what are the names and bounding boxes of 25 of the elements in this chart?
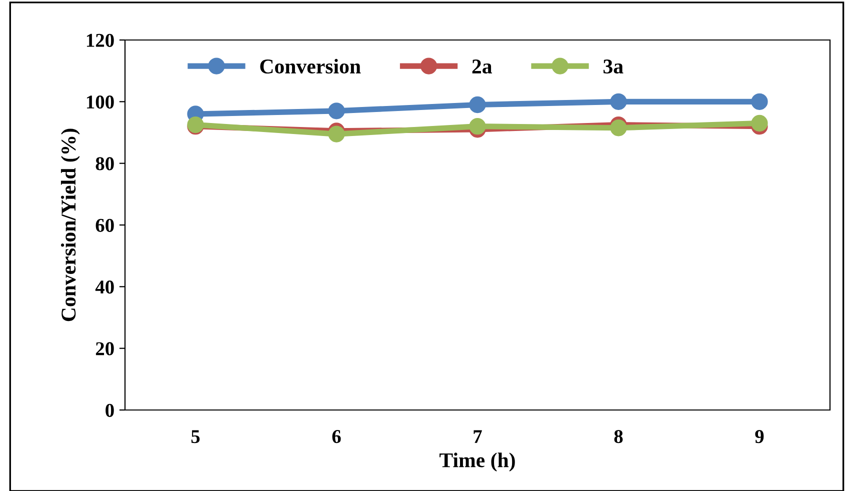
y-tick-label: 80 — [96, 157, 114, 170]
y-tick-label: 40 — [95, 280, 114, 294]
legend-label: 2a — [472, 60, 492, 74]
x-tick-label: 5 — [191, 430, 200, 444]
point — [610, 120, 627, 136]
point — [610, 93, 627, 110]
y-tick-label: 120 — [86, 34, 114, 47]
point — [469, 96, 486, 114]
x-tick-label: 8 — [614, 430, 623, 444]
point — [751, 114, 768, 132]
x-tick-label: 6 — [332, 430, 341, 444]
point — [469, 118, 486, 135]
x-tick-label: 9 — [755, 430, 764, 444]
point — [751, 93, 768, 110]
y-tick-label: 100 — [86, 95, 114, 109]
y-tick-label: 0 — [106, 404, 114, 417]
point — [328, 126, 345, 142]
y-tick-label: 20 — [96, 342, 114, 356]
point — [328, 102, 345, 120]
y-axis-title: Conversion/Yield (%) — [60, 128, 80, 322]
legend-label: 3a — [604, 60, 624, 74]
x-tick-label: 7 — [474, 430, 482, 443]
y-tick-label: 60 — [96, 218, 114, 232]
x-axis-title: Time (h) — [440, 452, 515, 472]
legend-label: Conversion — [260, 58, 361, 74]
